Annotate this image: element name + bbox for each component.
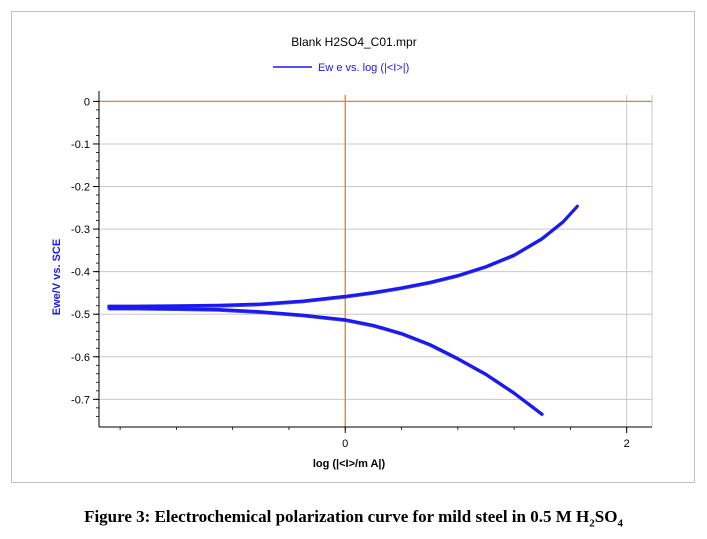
cathodic-branch	[107, 306, 544, 416]
y-tick-label: 0	[84, 96, 90, 108]
y-tick-label: -0.3	[71, 224, 90, 236]
caption-subscript-4: 4	[617, 517, 623, 530]
legend-label: Ew e vs. log (|<I>|)	[318, 62, 409, 74]
y-tick-label: -0.7	[71, 394, 90, 406]
y-tick-label: -0.4	[71, 267, 90, 279]
legend: Ew e vs. log (|<I>|)	[273, 62, 409, 74]
chart-title: Blank H2SO4_C01.mpr	[291, 35, 416, 49]
caption-subscript-2: 2	[589, 517, 595, 530]
y-tick-label: -0.1	[71, 139, 90, 151]
series-layer	[107, 204, 579, 417]
x-axis-label: log (|<I>/m A|)	[313, 458, 386, 470]
caption-text-mid: SO	[594, 507, 618, 526]
x-tick-label: 0	[342, 438, 348, 450]
y-tick-label: -0.6	[71, 352, 90, 364]
figure-caption: Figure 3: Electrochemical polarization c…	[0, 507, 707, 529]
reference-lines	[99, 95, 652, 427]
chart: Blank H2SO4_C01.mpr Ew e vs. log (|<I>|)…	[51, 35, 653, 470]
anodic-branch-trace	[108, 207, 578, 309]
anodic-branch	[107, 204, 579, 308]
cathodic-branch-trace	[108, 309, 543, 417]
y-axis-label: Ewe/V vs. SCE	[51, 239, 63, 315]
caption-text: Figure 3: Electrochemical polarization c…	[84, 507, 590, 526]
grid	[99, 95, 653, 427]
chart-frame: Blank H2SO4_C01.mpr Ew e vs. log (|<I>|)…	[11, 11, 695, 483]
y-tick-label: -0.2	[71, 182, 90, 194]
axes: 0 -0.1 -0.2 -0.3 -0.4 -0.5 -0.6 -0.7 0 2	[71, 91, 652, 450]
y-tick-label: -0.5	[71, 309, 90, 321]
x-tick-label: 2	[624, 438, 630, 450]
